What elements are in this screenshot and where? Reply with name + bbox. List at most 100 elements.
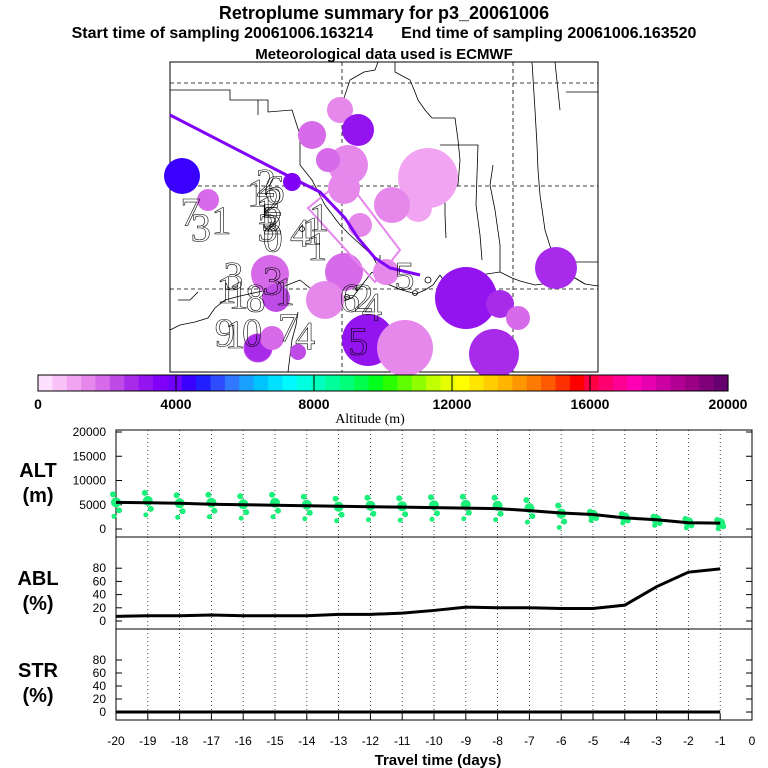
x-tick-label: -6 xyxy=(556,734,567,748)
colorbar-cell xyxy=(253,375,269,391)
altitude-cluster-point xyxy=(302,516,308,522)
altitude-cluster-point xyxy=(652,522,658,528)
plume-circle xyxy=(328,172,360,204)
plume-circle xyxy=(469,329,519,379)
map-coastlines xyxy=(169,61,599,373)
x-tick-label: -20 xyxy=(107,734,125,748)
altitude-cluster-point xyxy=(434,510,440,517)
y-axis-unit: (m) xyxy=(22,485,53,507)
plume-number-label: 0 xyxy=(263,215,283,260)
y-tick-label: 20000 xyxy=(73,425,107,439)
altitude-cluster-point xyxy=(682,516,689,523)
colorbar-tick-label: 12000 xyxy=(433,396,472,412)
altitude-cluster-point xyxy=(396,495,403,502)
end-time-label: End time of sampling 20061006.163520 xyxy=(401,25,697,42)
y-axis-label: ABL xyxy=(17,568,58,590)
altitude-cluster-point xyxy=(334,518,340,524)
colorbar-cell xyxy=(339,375,355,391)
plume-number-label: 1 xyxy=(247,171,267,216)
y-axis-unit: (%) xyxy=(22,685,53,707)
plume-number-label: 6 xyxy=(340,276,360,321)
altitude-cluster-point xyxy=(555,502,562,509)
x-tick-label: -15 xyxy=(266,734,284,748)
altitude-cluster-point xyxy=(529,513,536,520)
altitude-cluster-point xyxy=(402,511,409,518)
colorbar-tick-label: 8000 xyxy=(298,396,329,412)
altitude-cluster-point xyxy=(332,495,339,502)
plume-number-label: 1 xyxy=(228,272,248,317)
altitude-cluster-point xyxy=(173,492,180,499)
plume-number-label: 1 xyxy=(302,209,322,254)
plume-number-label: 7 xyxy=(181,190,201,235)
colorbar-cell xyxy=(670,375,686,391)
altitude-cluster-point xyxy=(561,518,568,525)
altitude-cluster-point xyxy=(270,514,276,520)
colorbar-cell xyxy=(684,375,700,391)
colorbar-cell xyxy=(196,375,212,391)
plume-circle xyxy=(398,148,458,208)
plume-circle xyxy=(435,267,497,329)
colorbar-cell xyxy=(411,375,427,391)
colorbar-cell xyxy=(239,375,255,391)
plume-circle xyxy=(377,320,433,376)
plume-circle xyxy=(342,114,374,146)
colorbar-cell xyxy=(397,375,413,391)
altitude-cluster-point xyxy=(720,523,727,530)
altitude-cluster-point xyxy=(238,515,244,521)
altitude-cluster-point xyxy=(618,511,625,518)
plume-number-label: 1 xyxy=(309,195,329,240)
x-tick-label: -17 xyxy=(203,734,221,748)
colorbar-cell xyxy=(526,375,542,391)
colorbar-cell xyxy=(181,375,197,391)
y-tick-label: 20 xyxy=(93,692,107,706)
colorbar-cell xyxy=(569,375,585,391)
colorbar-tick-label: 0 xyxy=(34,396,42,412)
plume-number-label: 6 xyxy=(264,167,284,212)
colorbar-cell xyxy=(383,375,398,391)
x-tick-label: -12 xyxy=(362,734,380,748)
plume-circle xyxy=(298,121,326,149)
colorbar-xlabel: Altitude (m) xyxy=(335,412,405,427)
colorbar-cell xyxy=(598,375,614,391)
colorbar-cell xyxy=(627,375,643,391)
plume-number-label: 5 xyxy=(261,195,281,240)
colorbar-cell xyxy=(153,375,168,391)
colorbar-cell xyxy=(138,375,154,391)
y-tick-label: 80 xyxy=(93,561,107,575)
y-tick-label: 10000 xyxy=(73,474,107,488)
plume-number-label: 8 xyxy=(246,276,266,321)
plume-circle xyxy=(404,194,432,222)
altitude-cluster-point xyxy=(459,493,466,500)
plume-number-label: 0 xyxy=(242,310,262,355)
y-tick-label: 40 xyxy=(93,679,107,693)
colorbar-cell xyxy=(311,375,327,391)
altitude-cluster-point xyxy=(588,518,594,524)
x-tick-label: -14 xyxy=(298,734,316,748)
panel-alt: 0 5000 10000 15000 20000 ALT (m) xyxy=(19,425,753,538)
altitude-cluster-point xyxy=(461,516,467,522)
plume-circle xyxy=(197,189,219,211)
colorbar-cell xyxy=(469,375,485,391)
plume-number-label: 4 xyxy=(290,210,310,255)
colorbar-cell xyxy=(224,375,240,391)
altitude-cluster-point xyxy=(237,493,244,500)
colorbar-cell xyxy=(498,375,513,391)
plume-number-label: 3 xyxy=(223,253,243,298)
plume-number-label: 1 xyxy=(225,312,245,357)
plume-number-label: 5 xyxy=(348,319,368,364)
plume-circle xyxy=(486,290,514,318)
colorbar-cell xyxy=(440,375,456,391)
altitude-cluster-point xyxy=(111,513,117,519)
colorbar-tick-label: 20000 xyxy=(709,396,748,412)
altitude-cluster-point xyxy=(497,510,504,517)
altitude-cluster-point xyxy=(715,526,721,532)
y-tick-label: 60 xyxy=(93,574,107,588)
plume-number-label: 4 xyxy=(295,314,315,359)
plume-number-label: 5 xyxy=(395,253,415,298)
altitude-cluster-point xyxy=(142,495,153,506)
plume-circle xyxy=(374,187,410,223)
altitude-cluster-point xyxy=(211,507,218,514)
colorbar-cell xyxy=(555,375,571,391)
